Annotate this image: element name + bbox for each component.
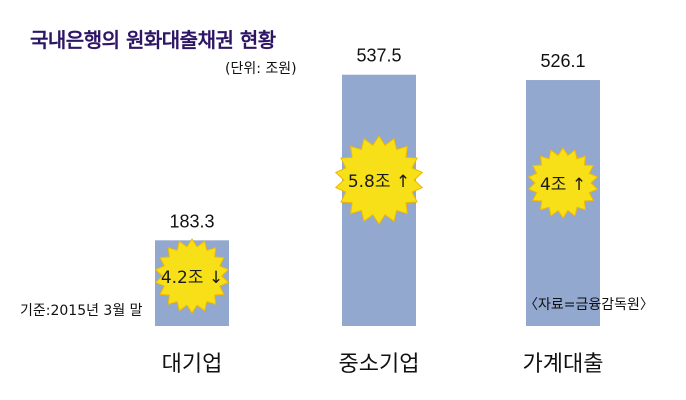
chart-title: 국내은행의 원화대출채권 현황 bbox=[30, 28, 276, 52]
category-label-2: 중소기업 bbox=[339, 352, 420, 377]
value-label-2: 537.5 bbox=[356, 46, 401, 66]
value-label-1: 183.3 bbox=[169, 211, 214, 231]
change-label-1: 4.2조 ↓ bbox=[161, 268, 223, 288]
change-label-3: 4조 ↑ bbox=[540, 175, 586, 195]
basis-note: 기준:2015년 3월 말 bbox=[20, 303, 143, 319]
burst-3 bbox=[527, 147, 599, 219]
burst-1 bbox=[154, 238, 230, 314]
burst-2 bbox=[334, 135, 424, 225]
change-label-2: 5.8조 ↑ bbox=[348, 172, 410, 192]
category-label-1: 대기업 bbox=[162, 352, 223, 377]
source-note: 〈자료=금융감독원〉 bbox=[524, 297, 654, 313]
value-label-3: 526.1 bbox=[540, 51, 585, 71]
unit-note: (단위: 조원) bbox=[225, 61, 297, 77]
category-label-3: 가계대출 bbox=[523, 352, 604, 377]
